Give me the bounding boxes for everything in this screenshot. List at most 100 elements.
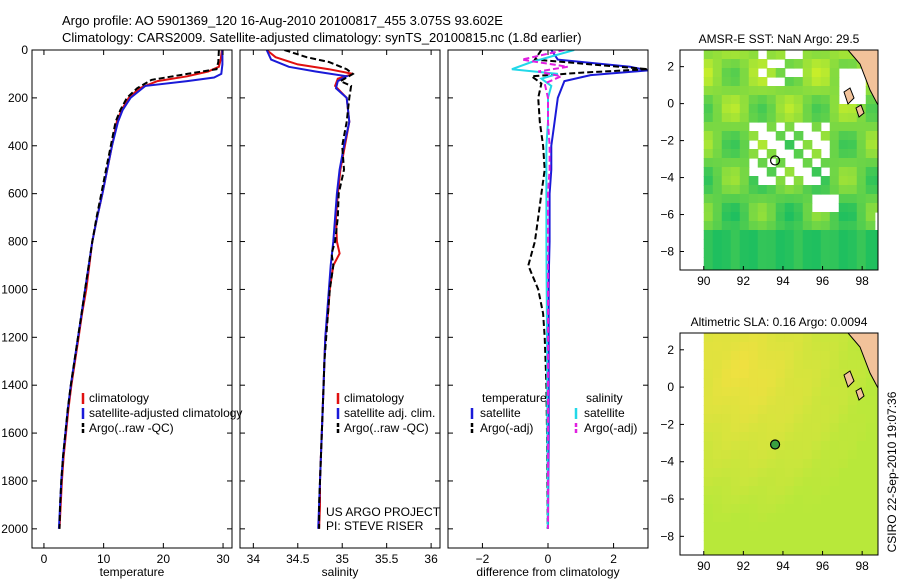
altimetric-sla-map-cell	[874, 477, 878, 487]
amsre-sst-map-cell	[838, 122, 849, 132]
altimetric-sla-map-cell	[730, 531, 741, 541]
amsre-sst-map-cell	[775, 248, 786, 258]
amsre-sst-map-cell	[874, 140, 878, 150]
altimetric-sla-map-cell	[775, 477, 786, 487]
amsre-sst-map-cell	[802, 230, 813, 240]
amsre-sst-map-cell	[847, 230, 858, 240]
altimetric-sla-map-cell	[820, 477, 831, 487]
amsre-sst-map-cell	[757, 158, 768, 168]
altimetric-sla-map-cell	[739, 351, 750, 361]
altimetric-sla-map-cell	[847, 459, 858, 469]
altimetric-sla-map-cell	[802, 387, 813, 397]
altimetric-sla-map-cell	[865, 459, 876, 469]
amsre-sst-map-cell	[721, 122, 732, 132]
altimetric-sla-map-cell	[739, 522, 750, 532]
altimetric-sla-map-cell	[811, 423, 822, 433]
altimetric-sla-map-cell	[775, 432, 786, 442]
altimetric-sla-map-cell	[721, 441, 732, 451]
altimetric-sla-map-cell	[793, 522, 804, 532]
altimetric-sla-map-cell	[730, 423, 741, 433]
difference-profile-series-2	[511, 50, 575, 529]
altimetric-sla-map-cell	[757, 369, 768, 379]
amsre-sst-map-cell	[730, 248, 741, 258]
amsre-sst-map-xtick-label: 92	[737, 274, 751, 288]
amsre-sst-map-cell	[739, 221, 750, 231]
temperature-profile-ytick-label: 1600	[1, 426, 28, 440]
amsre-sst-map-cell	[712, 113, 723, 123]
altimetric-sla-map-cell	[721, 369, 732, 379]
altimetric-sla-map-cell	[874, 549, 878, 555]
difference-profile-series-1	[527, 50, 648, 529]
altimetric-sla-map-cell	[739, 414, 750, 424]
salinity-profile-panel: 34 34.5 35 35.5 36 salinity	[239, 49, 441, 579]
altimetric-sla-map-cell	[739, 405, 750, 415]
amsre-sst-map-cell	[766, 122, 777, 132]
amsre-sst-map-cell	[703, 185, 714, 195]
amsre-sst-map-cell	[766, 185, 777, 195]
amsre-sst-map-cell	[775, 203, 786, 213]
altimetric-sla-map-cell	[865, 423, 876, 433]
altimetric-sla-map-cell	[838, 540, 849, 550]
altimetric-sla-map-cell	[838, 405, 849, 415]
altimetric-sla-map-cell	[703, 495, 714, 505]
altimetric-sla-map-cell	[802, 522, 813, 532]
altimetric-sla-map-cell	[703, 513, 714, 523]
altimetric-sla-map-cell	[784, 549, 795, 555]
amsre-sst-map-cell	[802, 266, 813, 270]
altimetric-sla-map-cell	[820, 351, 831, 361]
difference-profile-legend-group-title: salinity	[586, 391, 623, 405]
amsre-sst-map-cell	[748, 176, 759, 186]
altimetric-sla-map-cell	[703, 414, 714, 424]
amsre-sst-map-cell	[874, 185, 878, 195]
altimetric-sla-map-cell	[748, 495, 759, 505]
amsre-sst-map-cell	[739, 131, 750, 141]
altimetric-sla-map-panel: Altimetric SLA: 0.16 Argo: 0.0094 90 92 94 9…	[660, 315, 879, 573]
altimetric-sla-map-cell	[784, 387, 795, 397]
altimetric-sla-map-cell	[829, 333, 840, 343]
altimetric-sla-map-cell	[874, 495, 878, 505]
altimetric-sla-map-cell	[739, 495, 750, 505]
amsre-sst-map-cell	[730, 140, 741, 150]
altimetric-sla-map-cell	[811, 504, 822, 514]
amsre-sst-map-cell	[730, 203, 741, 213]
amsre-sst-map-cell	[829, 257, 840, 267]
amsre-sst-map-cell	[793, 59, 804, 69]
amsre-sst-map-cell	[856, 212, 867, 222]
amsre-sst-map-cell	[730, 104, 741, 114]
altimetric-sla-map-cell	[874, 441, 878, 451]
amsre-sst-map-cell	[865, 140, 876, 150]
amsre-sst-map-cell	[712, 212, 723, 222]
amsre-sst-map-cell	[847, 266, 858, 270]
altimetric-sla-map-cell	[820, 387, 831, 397]
altimetric-sla-map-cell	[766, 414, 777, 424]
altimetric-sla-map-cell	[757, 423, 768, 433]
altimetric-sla-map-cell	[838, 333, 849, 343]
amsre-sst-map-cell	[712, 77, 723, 87]
altimetric-sla-map-cell	[811, 378, 822, 388]
amsre-sst-map-cell	[847, 158, 858, 168]
altimetric-sla-map-cell	[820, 333, 831, 343]
amsre-sst-map-cell	[856, 266, 867, 270]
amsre-sst-map-cell	[802, 59, 813, 69]
altimetric-sla-map-cell	[829, 459, 840, 469]
amsre-sst-map-cell	[766, 239, 777, 249]
altimetric-sla-map-cell	[802, 378, 813, 388]
altimetric-sla-map-cell	[829, 396, 840, 406]
altimetric-sla-map-cell	[757, 333, 768, 343]
altimetric-sla-map-cell	[802, 369, 813, 379]
altimetric-sla-map-cell	[856, 486, 867, 496]
altimetric-sla-map-cell	[748, 549, 759, 555]
altimetric-sla-map-cell	[766, 522, 777, 532]
altimetric-sla-map-cell	[856, 396, 867, 406]
altimetric-sla-map-cell	[775, 468, 786, 478]
altimetric-sla-map-cell	[793, 441, 804, 451]
altimetric-sla-map-cell	[847, 441, 858, 451]
amsre-sst-map-cell	[721, 149, 732, 159]
altimetric-sla-map-cell	[874, 504, 878, 514]
altimetric-sla-map-cell	[703, 540, 714, 550]
altimetric-sla-map-cell	[757, 486, 768, 496]
altimetric-sla-map-cell	[748, 468, 759, 478]
altimetric-sla-map-cell	[829, 405, 840, 415]
altimetric-sla-map-cell	[730, 369, 741, 379]
altimetric-sla-map-cell	[703, 369, 714, 379]
